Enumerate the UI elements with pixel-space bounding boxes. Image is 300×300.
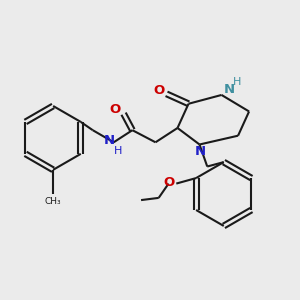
Text: O: O [163, 176, 174, 189]
Text: N: N [104, 134, 115, 147]
Text: O: O [109, 103, 120, 116]
Text: N: N [195, 145, 206, 158]
Text: H: H [114, 146, 122, 156]
Text: O: O [153, 84, 164, 97]
Text: N: N [224, 83, 235, 96]
Text: CH₃: CH₃ [45, 197, 61, 206]
Text: H: H [233, 77, 241, 87]
